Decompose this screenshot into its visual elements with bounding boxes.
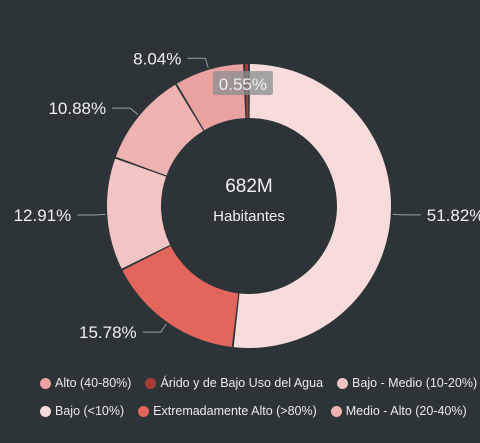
- legend-label: Bajo (<10%): [55, 404, 125, 418]
- legend-swatch: [40, 377, 51, 389]
- leader-line-0: [392, 213, 421, 216]
- legend-item[interactable]: Bajo (<10%): [40, 404, 124, 418]
- legend-item[interactable]: Medio - Alto (20-40%): [330, 404, 467, 418]
- legend-label: Árido y de Bajo Uso del Agua: [160, 376, 324, 390]
- donut-slice-3[interactable]: [115, 84, 204, 176]
- legend-label: Alto (40-80%): [55, 376, 132, 390]
- legend-swatch: [40, 405, 51, 417]
- slice-label-4: 8.04%: [133, 49, 181, 68]
- legend-item[interactable]: Bajo - Medio (10-20%): [337, 376, 477, 390]
- legend-label: Bajo - Medio (10-20%): [352, 376, 478, 390]
- leader-line-3: [112, 107, 139, 115]
- legend-swatch: [337, 377, 349, 389]
- donut-chart: 51.82% 15.78% 12.91% 10.88% 8.04% 0.55% 682M Ha…: [14, 49, 480, 348]
- center-label: Habitantes: [213, 208, 285, 225]
- leader-line-1: [142, 323, 167, 333]
- legend-label: Medio - Alto (20-40%): [345, 404, 467, 418]
- donut-slice-1[interactable]: [122, 245, 239, 347]
- legend-item[interactable]: Alto (40-80%): [40, 376, 131, 390]
- legend-swatch: [138, 405, 150, 417]
- leader-line-4: [187, 57, 209, 69]
- donut-slice-2[interactable]: [106, 158, 171, 269]
- legend-item[interactable]: Árido y de Bajo Uso del Agua: [145, 376, 323, 390]
- slice-label-3: 10.88%: [48, 99, 106, 118]
- chart-legend: Alto (40-80%) Árido y de Bajo Uso del Agu…: [40, 376, 480, 418]
- legend-swatch: [330, 405, 342, 417]
- slice-label-1: 15.78%: [79, 323, 137, 342]
- slice-label-5: 0.55%: [219, 75, 267, 94]
- slice-label-2: 12.91%: [14, 206, 72, 225]
- slice-label-0: 51.82%: [427, 206, 480, 225]
- legend-swatch: [145, 377, 157, 389]
- leader-line-2: [77, 213, 106, 216]
- donut-slice-0[interactable]: [233, 64, 392, 348]
- small-slice-label-box: [212, 71, 273, 96]
- legend-label: Extremadamente Alto (>80%): [153, 404, 317, 418]
- center-value: 682M: [225, 176, 273, 197]
- legend-item[interactable]: Extremadamente Alto (>80%): [138, 404, 317, 418]
